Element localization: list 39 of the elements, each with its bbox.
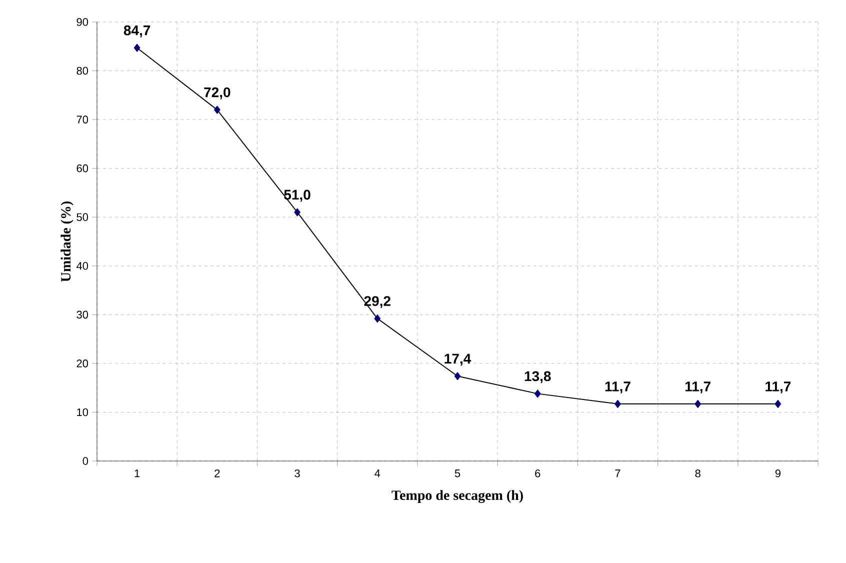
x-tick-label: 8: [695, 470, 700, 478]
x-tick-label: 5: [454, 470, 460, 478]
data-label: 51,0: [284, 190, 310, 202]
data-label: 11,7: [605, 382, 630, 394]
y-tick-label: 10: [77, 408, 88, 416]
point: [134, 44, 140, 52]
x-tick-label: 6: [535, 470, 540, 478]
y-axis-title: Umidade (%): [60, 201, 74, 282]
point: [614, 400, 621, 408]
x-tick-label: 4: [374, 470, 380, 478]
data-label: 17,4: [444, 354, 472, 366]
data-label: 72,0: [204, 87, 230, 100]
y-tick-label: 80: [76, 66, 88, 75]
x-tick-label: 2: [214, 470, 220, 478]
data-label: 11,7: [766, 382, 791, 394]
point: [374, 314, 381, 323]
x-tick-label: 1: [134, 470, 140, 478]
x-tick-label: 7: [615, 470, 620, 478]
x-axis-title: Tempo de secagem (h): [392, 490, 523, 503]
y-tick-label: 50: [76, 213, 88, 222]
data-label: 29,2: [364, 296, 390, 308]
y-tick-label: 0: [82, 457, 88, 465]
x-tick-label: 3: [294, 470, 300, 478]
x-tick-label: 9: [775, 470, 780, 478]
y-tick-label: 30: [76, 310, 88, 319]
point: [694, 400, 701, 408]
y-tick-label: 90: [76, 18, 88, 26]
y-tick-label: 20: [76, 360, 88, 368]
point: [534, 390, 541, 398]
data-label: 13,8: [524, 371, 551, 384]
y-tick-label: 70: [76, 116, 88, 124]
data-label: 11,7: [685, 382, 710, 394]
y-tick-label: 40: [76, 262, 88, 270]
y-tick-label: 60: [76, 164, 88, 172]
point: [774, 400, 782, 408]
point: [214, 106, 220, 114]
data-label: 84,7: [124, 25, 150, 38]
point: [454, 372, 461, 380]
point: [294, 208, 300, 216]
